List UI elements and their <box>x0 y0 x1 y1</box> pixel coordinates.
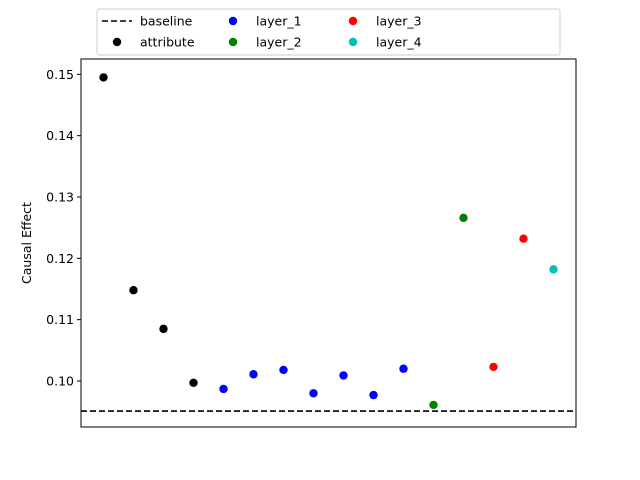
y-tick-label: 0.12 <box>46 251 74 266</box>
legend-label: layer_1 <box>256 14 302 29</box>
legend-box <box>96 8 561 56</box>
legend-entry-attribute: attribute <box>112 35 195 50</box>
legend-marker-swatch <box>228 16 238 26</box>
legend: baseline attribute layer_1 layer_2 layer_3la… <box>96 8 561 56</box>
point-layer_2-0 <box>429 400 438 410</box>
point-attribute-0 <box>99 73 108 82</box>
y-tick-label: 0.11 <box>46 312 74 327</box>
y-axis-ticks: 0.10 0.11 0.12 0.13 0.14 0.15 <box>46 67 81 389</box>
point-layer_2-1 <box>459 213 468 223</box>
point-attribute-2 <box>159 324 168 334</box>
point-layer_3-1 <box>519 234 528 243</box>
point-attribute-1 <box>129 286 138 295</box>
legend-entry-layer_4: layer_4 <box>348 35 422 50</box>
legend-label: baseline <box>140 14 193 29</box>
legend-label: layer_4 <box>376 35 422 50</box>
legend-label: attribute <box>140 35 195 50</box>
data-points <box>99 73 558 410</box>
legend-entry-layer_2: layer_2 <box>228 35 302 50</box>
legend-entry-layer_3: layer_3 <box>348 14 422 29</box>
point-layer_1-4 <box>339 371 348 380</box>
y-tick-label: 0.13 <box>46 190 74 205</box>
legend-label: layer_2 <box>256 35 302 50</box>
y-tick-label: 0.15 <box>46 67 74 82</box>
point-layer_1-1 <box>249 370 258 379</box>
point-layer_1-6 <box>399 364 408 373</box>
point-layer_4-0 <box>549 265 558 274</box>
legend-marker-swatch <box>228 37 238 47</box>
point-attribute-3 <box>189 378 198 388</box>
legend-label: layer_3 <box>376 14 422 29</box>
legend-marker-swatch <box>348 37 358 47</box>
legend-entry-layer_1: layer_1 <box>228 14 302 29</box>
legend-marker-swatch <box>348 16 358 26</box>
point-layer_3-0 <box>489 362 498 372</box>
legend-marker-swatch <box>112 37 122 47</box>
legend-entry-baseline: baseline <box>102 14 193 29</box>
point-layer_1-3 <box>309 389 318 398</box>
y-axis-label: Causal Effect <box>19 202 34 284</box>
point-layer_1-2 <box>279 365 288 375</box>
plot-frame <box>80 58 577 428</box>
point-layer_1-5 <box>369 390 378 400</box>
point-layer_1-0 <box>219 384 228 394</box>
y-tick-label: 0.10 <box>46 374 74 389</box>
y-tick-label: 0.14 <box>46 128 74 143</box>
